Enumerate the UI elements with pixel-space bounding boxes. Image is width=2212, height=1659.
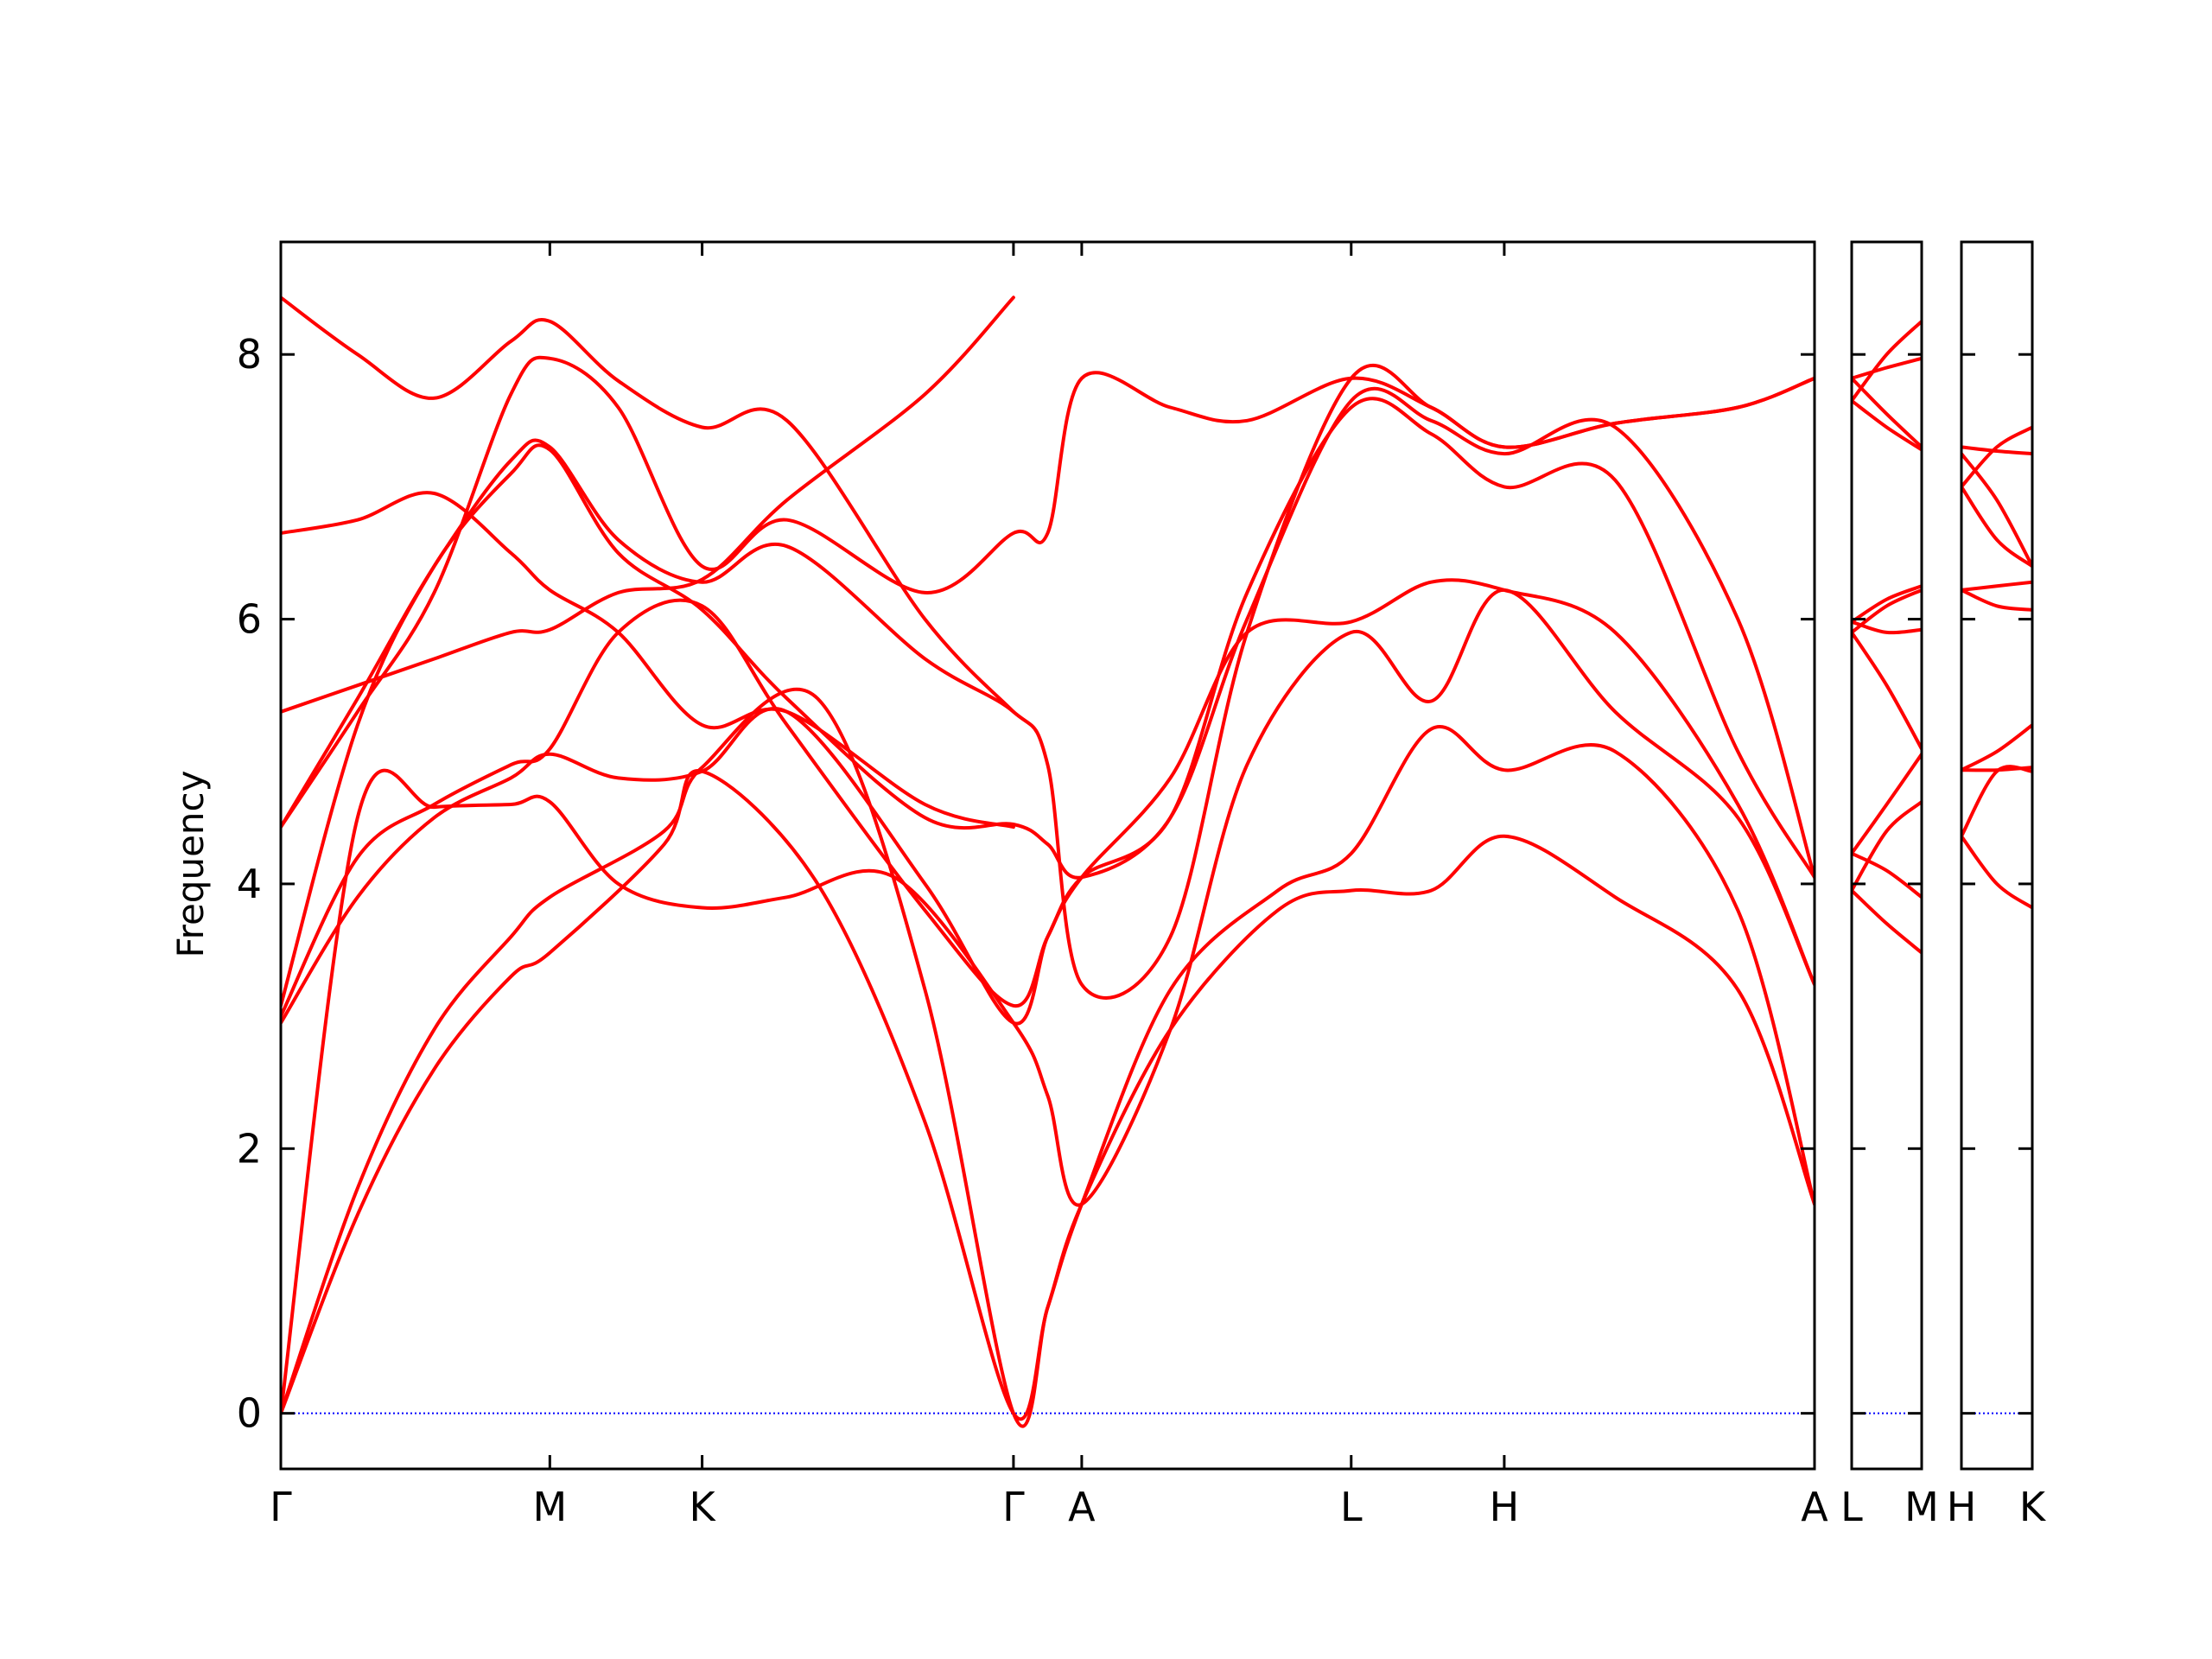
band-line-1-0 (1852, 888, 1922, 955)
band-line-0-2 (281, 588, 1815, 1415)
band-line-1-4 (1852, 630, 1922, 751)
band-line-2-1 (1961, 765, 2032, 838)
y-tick-label: 6 (237, 596, 262, 643)
band-line-0-8 (281, 296, 1015, 714)
x-tick-label: H (1947, 1484, 1977, 1530)
band-line-0-3 (281, 578, 1815, 1026)
band-line-1-10 (1852, 356, 1922, 380)
band-line-0-7 (281, 355, 1815, 830)
band-line-2-2 (1961, 766, 2032, 772)
x-tick-label: K (2019, 1484, 2047, 1530)
band-line-2-0 (1961, 834, 2032, 910)
band-line-2-3 (1961, 723, 2032, 772)
plot-frame (1850, 240, 1923, 1471)
x-tick-label: M (1904, 1484, 1939, 1530)
band-line-2-9 (1961, 445, 2032, 456)
band-line-0-6 (281, 363, 1815, 1000)
band-line-2-5 (1961, 580, 2032, 592)
x-tick-label: K (690, 1484, 717, 1530)
band-line-2-4 (1961, 588, 2032, 612)
band-line-2-8 (1961, 425, 2032, 489)
x-tick-label: A (1801, 1484, 1828, 1530)
band-line-2-7 (1961, 452, 2032, 569)
band-line-1-11 (1852, 319, 1922, 403)
y-axis-label: Frequency (169, 771, 212, 958)
x-tick-label: L (1840, 1484, 1863, 1530)
x-tick-label: M (532, 1484, 567, 1530)
y-tick-label: 8 (237, 331, 262, 378)
plot-frame (1960, 240, 2034, 1471)
band-line-1-6 (1852, 588, 1922, 634)
band-line-1-1 (1852, 851, 1922, 899)
band-line-1-7 (1852, 584, 1922, 624)
band-line-1-8 (1852, 398, 1922, 452)
y-tick-label: 2 (237, 1125, 262, 1172)
x-tick-label: Γ (1002, 1484, 1025, 1530)
band-line-1-3 (1852, 752, 1922, 855)
x-tick-label: Γ (270, 1484, 292, 1530)
y-tick-label: 0 (237, 1390, 262, 1437)
band-line-0-9 (281, 491, 1015, 830)
band-line-0-0 (281, 769, 1815, 1421)
band-line-0-4 (281, 397, 1815, 1019)
x-tick-label: A (1068, 1484, 1096, 1530)
band-line-0-1 (281, 687, 1815, 1428)
plot-frame (279, 240, 1816, 1471)
band-line-1-9 (1852, 376, 1922, 449)
band-line-0-10 (281, 296, 1015, 714)
x-tick-label: H (1490, 1484, 1520, 1530)
y-tick-label: 4 (237, 861, 262, 907)
x-tick-label: L (1340, 1484, 1363, 1530)
band-line-0-5 (281, 386, 1815, 1007)
y-axis: 0 2 4 6 8 (237, 331, 262, 1436)
band-line-2-6 (1961, 485, 2032, 569)
band-line-1-2 (1852, 800, 1922, 893)
